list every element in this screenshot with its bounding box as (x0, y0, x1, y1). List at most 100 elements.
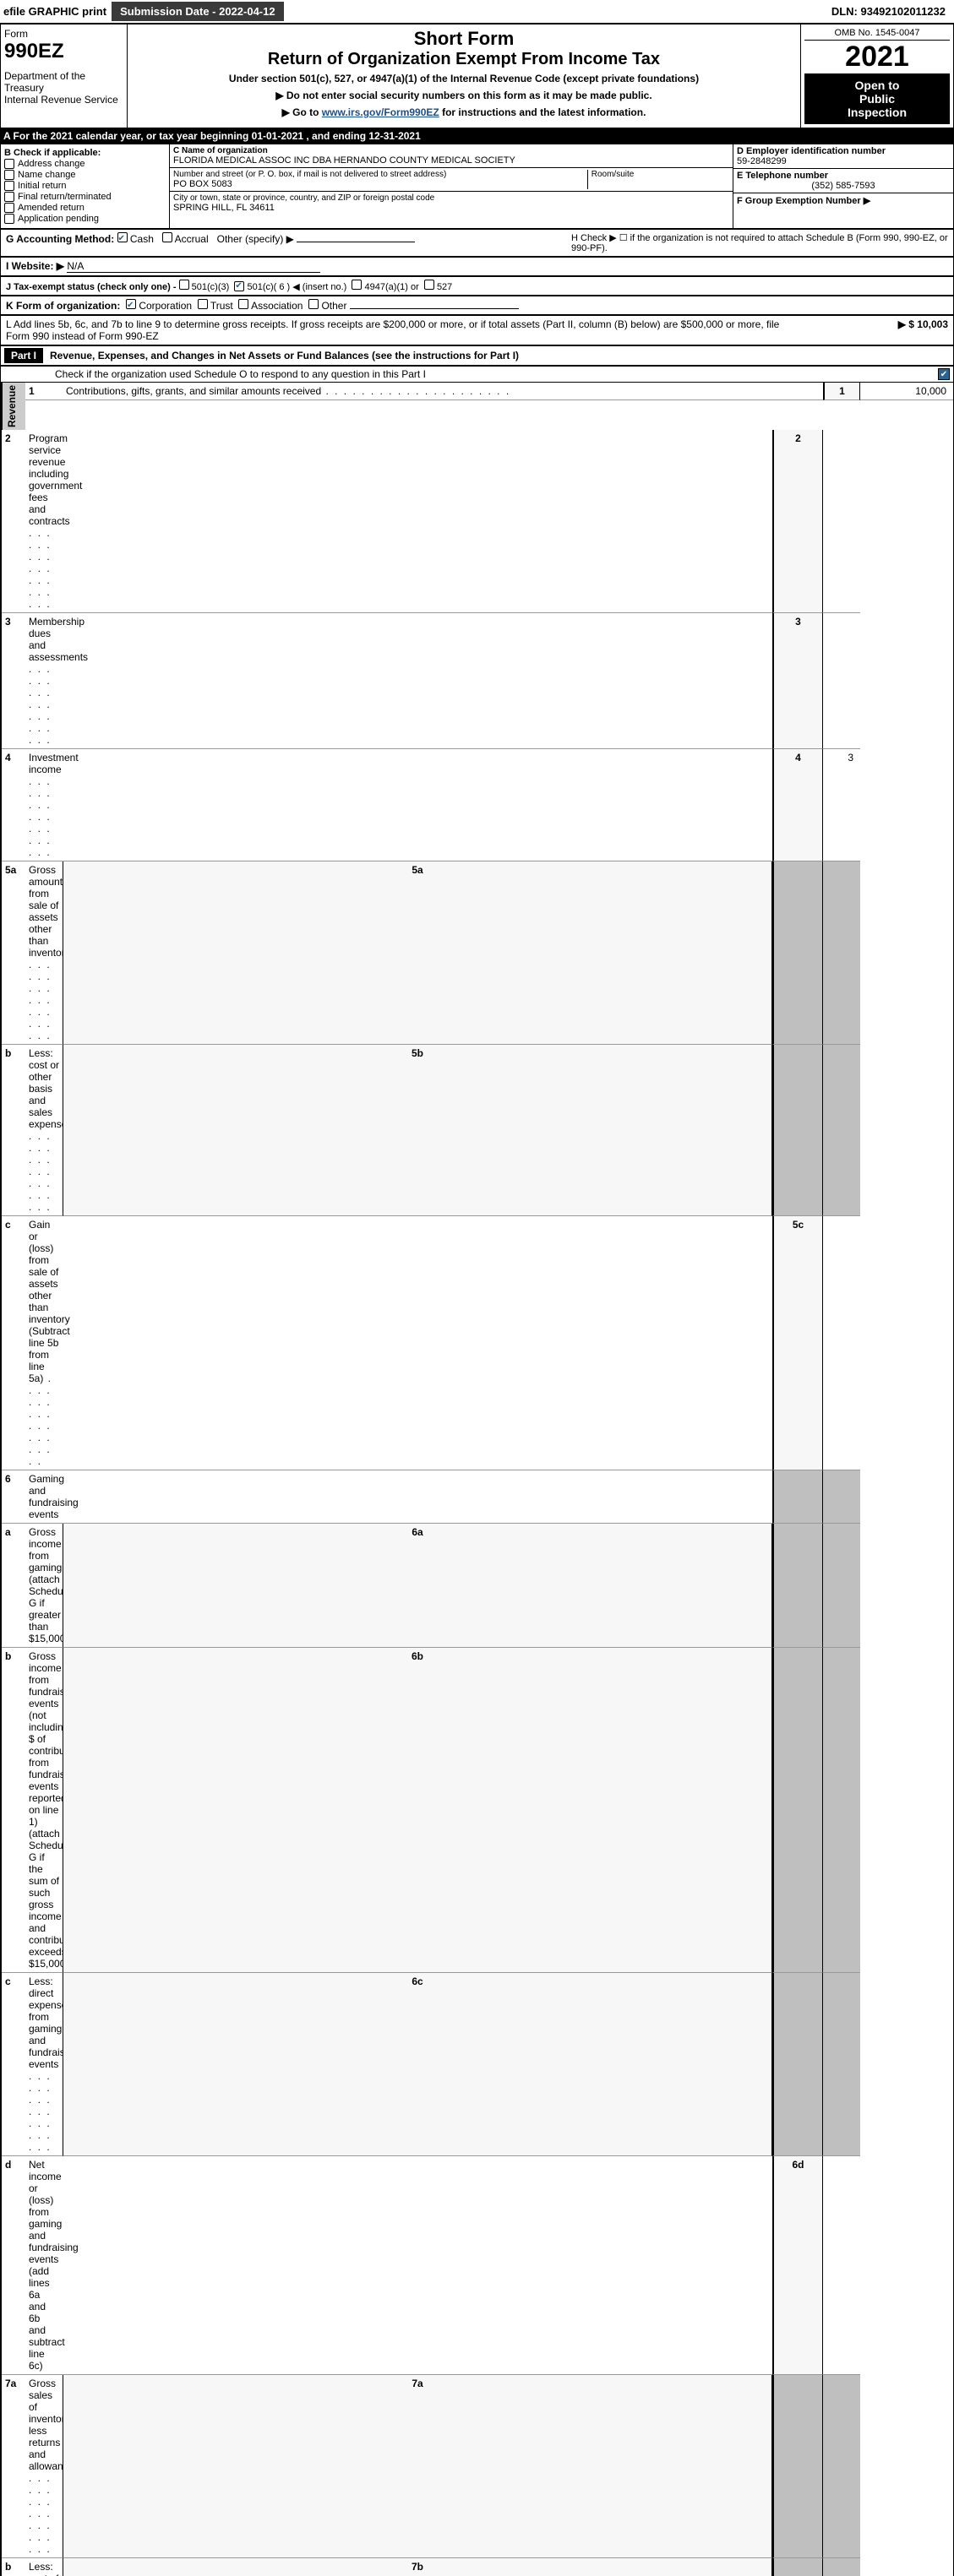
c-label: C Name of organization (173, 146, 729, 155)
chk-final-return[interactable]: Final return/terminated (4, 192, 166, 202)
note-link: ▶ Go to www.irs.gov/Form990EZ for instru… (131, 106, 797, 118)
line-desc: Net income or (loss) from gaming and fun… (25, 2156, 63, 2375)
f-label: F Group Exemption Number ▶ (737, 196, 870, 206)
line-no: b (2, 2558, 25, 2576)
c-city-box: City or town, state or province, country… (170, 192, 733, 215)
chk-corporation[interactable] (126, 299, 136, 309)
g-label: G Accounting Method: (6, 233, 114, 245)
sub-no: 5b (63, 1045, 772, 1216)
c-street-box: Number and street (or P. O. box, if mail… (170, 168, 733, 192)
submission-date-button[interactable]: Submission Date - 2022-04-12 (112, 2, 284, 21)
col-shade (772, 2558, 823, 2576)
line-desc: Less: cost or other basis and sales expe… (25, 1045, 63, 1216)
line-desc: Contributions, gifts, grants, and simila… (63, 383, 772, 400)
chk-amended-return[interactable]: Amended return (4, 203, 166, 213)
part-i-checkbox[interactable]: ✔ (938, 368, 950, 380)
chk-501c[interactable] (234, 281, 244, 291)
i-label: I Website: ▶ (6, 260, 64, 272)
spacer (63, 1216, 772, 1470)
line-desc: Gross sales of inventory, less returns a… (25, 2375, 63, 2558)
inspection-box: Open to Public Inspection (804, 73, 950, 124)
chk-accrual[interactable] (162, 232, 172, 242)
spacer (63, 613, 772, 749)
line-no: a (2, 1524, 25, 1648)
inspection-line1: Open to (808, 79, 946, 92)
line-no: 7a (2, 2375, 25, 2558)
line-4: 4 Investment income 4 3 (0, 749, 954, 861)
part-i-tab: Part I (4, 348, 43, 363)
col-no: 6d (772, 2156, 823, 2375)
g-other: Other (specify) ▶ (217, 233, 294, 245)
chk-other[interactable] (308, 299, 319, 309)
line-3: 3 Membership dues and assessments 3 (0, 613, 954, 749)
sub-no: 6c (63, 1973, 772, 2156)
line-desc: Less: cost of goods sold (25, 2558, 63, 2576)
chk-application-pending[interactable]: Application pending (4, 214, 166, 224)
line-desc: Membership dues and assessments (25, 613, 63, 749)
amt-shade (823, 2558, 860, 2576)
l-text: L Add lines 5b, 6c, and 7b to line 9 to … (6, 318, 791, 342)
part-i-check-row: Check if the organization used Schedule … (0, 366, 954, 383)
k-trust: Trust (210, 300, 233, 312)
sub-no: 6b (63, 1648, 772, 1973)
part-i-header: Part I Revenue, Expenses, and Changes in… (0, 345, 954, 366)
line-5c: c Gain or (loss) from sale of assets oth… (0, 1216, 954, 1470)
dln-label: DLN: 93492102011232 (831, 5, 946, 18)
title-short-form: Short Form (131, 28, 797, 50)
chk-name-change[interactable]: Name change (4, 170, 166, 180)
line-no: d (2, 2156, 25, 2375)
chk-cash[interactable] (117, 232, 128, 242)
subtitle: Under section 501(c), 527, or 4947(a)(1)… (131, 73, 797, 84)
k-other-input[interactable] (350, 308, 519, 309)
col-no: 2 (772, 430, 823, 613)
spacer (63, 430, 772, 613)
row-l: L Add lines 5b, 6c, and 7b to line 9 to … (0, 315, 954, 345)
chk-address-change[interactable]: Address change (4, 159, 166, 169)
spacer (63, 2156, 772, 2375)
col-shade (772, 1470, 823, 1524)
dept-label: Department of the Treasury (4, 70, 123, 94)
form-word: Form (4, 28, 123, 40)
line-amount: 10,000 (860, 383, 953, 400)
checkbox-icon (4, 170, 14, 180)
line-7b: b Less: cost of goods sold 7b (0, 2558, 954, 2576)
line-1: Revenue 1 Contributions, gifts, grants, … (0, 383, 954, 430)
line-amount (823, 613, 860, 749)
spacer (772, 383, 823, 400)
line-desc: Investment income (25, 749, 63, 861)
chk-initial-return[interactable]: Initial return (4, 181, 166, 191)
ein-value: 59-2848299 (737, 156, 950, 166)
chk-501c3[interactable] (179, 280, 189, 290)
line-no: b (2, 1045, 25, 1216)
street-label: Number and street (or P. O. box, if mail… (173, 170, 587, 179)
row-i: I Website: ▶ N/A (0, 257, 954, 276)
sub-no: 7b (63, 2558, 772, 2576)
line-6b: b Gross income from fundraising events (… (0, 1648, 954, 1973)
line-no: 1 (25, 383, 63, 400)
tax-year: 2021 (804, 41, 950, 73)
chk-527[interactable] (424, 280, 434, 290)
sub-no: 6a (63, 1524, 772, 1648)
top-bar: efile GRAPHIC print Submission Date - 20… (0, 0, 954, 24)
amt-shade (823, 1973, 860, 2156)
col-shade (772, 861, 823, 1045)
chk-4947[interactable] (352, 280, 362, 290)
chk-association[interactable] (238, 299, 248, 309)
col-c: C Name of organization FLORIDA MEDICAL A… (170, 144, 733, 228)
chk-trust[interactable] (198, 299, 208, 309)
line-amount: 3 (823, 749, 860, 861)
sidetab-revenue: Revenue (2, 383, 25, 430)
k-assoc: Association (251, 300, 303, 312)
chk-label: Final return/terminated (18, 192, 112, 202)
e-label: E Telephone number (737, 171, 950, 181)
j-opt2: 501(c)( 6 ) ◀ (insert no.) (247, 282, 346, 292)
d-label: D Employer identification number (737, 146, 950, 156)
spacer (63, 749, 772, 861)
j-opt1: 501(c)(3) (192, 282, 230, 292)
title-return: Return of Organization Exempt From Incom… (131, 50, 797, 69)
d-box: D Employer identification number 59-2848… (733, 144, 953, 169)
k-label: K Form of organization: (6, 300, 120, 312)
irs-link[interactable]: www.irs.gov/Form990EZ (322, 106, 439, 118)
line-desc: Gross amount from sale of assets other t… (25, 861, 63, 1045)
k-corp: Corporation (139, 300, 192, 312)
